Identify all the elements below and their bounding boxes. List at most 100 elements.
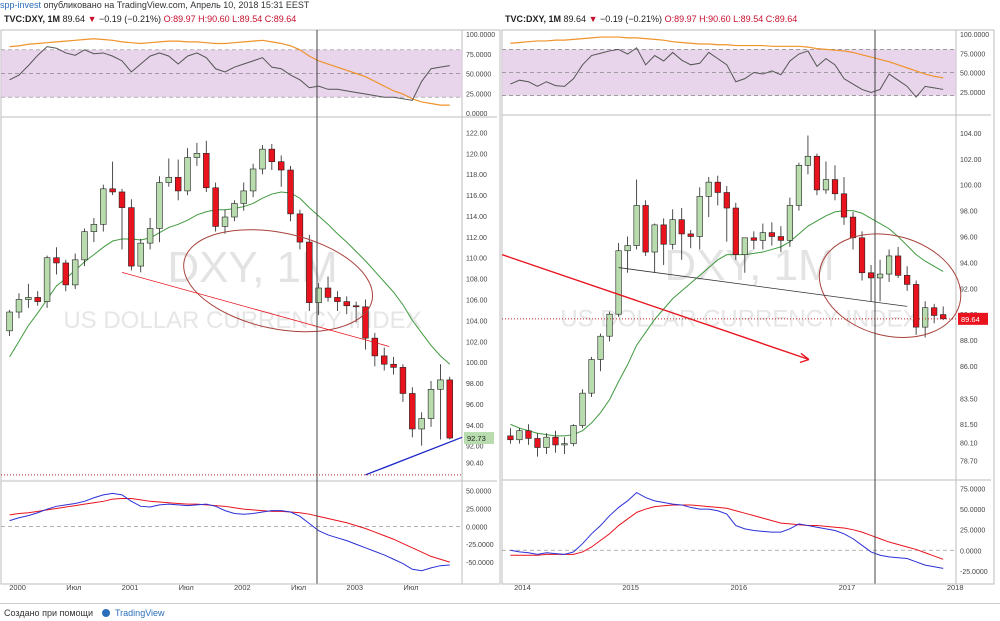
candle-body [362, 306, 369, 339]
candle-body [446, 379, 453, 439]
change-value: −0.19 (−0.21%) [99, 14, 162, 24]
candle-body [249, 168, 257, 192]
annotation-trendline [121, 271, 390, 347]
moving-average-line [510, 210, 944, 437]
header-bar: spp-invest опубликовано на TradingView.c… [0, 0, 1000, 12]
candle-body [90, 224, 98, 232]
candle-body [184, 157, 191, 192]
price-tick-label: 102.00 [466, 339, 488, 346]
candle-body [795, 165, 803, 206]
macd-tick-label: 75.0000 [960, 486, 985, 493]
candle-body [642, 205, 649, 253]
close-value: 89.64 [563, 14, 587, 24]
candle-body [62, 262, 70, 286]
macd-tick-label: 25.0000 [960, 528, 985, 535]
candle-body [418, 418, 425, 430]
last-price-badge [958, 312, 988, 325]
rsi-tick-label: 75.0000 [960, 51, 985, 58]
candle-body [81, 231, 88, 261]
candle-body [858, 237, 866, 274]
candle-body [516, 430, 523, 441]
ticker-label: TVC:DXY, 1M [505, 14, 562, 24]
annotation-ellipse [183, 229, 374, 333]
last-price-label: 89.64 [961, 315, 980, 324]
candle-body [427, 388, 435, 419]
macd-tick-label: 0.0000 [466, 524, 488, 531]
candle-body [786, 205, 794, 241]
rsi-tick-label: 100.0000 [960, 32, 989, 39]
arrow-head-icon [799, 352, 810, 364]
close-value: 89.64 [62, 14, 86, 24]
candle-body [633, 205, 640, 246]
candle-body [525, 430, 532, 439]
candle-body [390, 363, 397, 368]
candle-body [696, 196, 703, 237]
candle-body [867, 272, 875, 279]
candle-body [588, 359, 595, 394]
candle-body [904, 275, 911, 285]
candle-body [277, 161, 285, 171]
charts-canvas[interactable]: 100.0000 75.0000 50.0000 25.0000 0.0000 DXY, … [0, 26, 1000, 603]
left-chart-title: TVC:DXY, 1M 89.64 ▼ −0.19 (−0.21%) O:89.… [4, 14, 296, 24]
price-tick-label: 92.00 [466, 444, 484, 451]
price-tick-label: 90.40 [466, 460, 484, 467]
candle-body [678, 219, 685, 235]
candle-body [813, 155, 821, 191]
candle-body [651, 224, 658, 253]
price-tick-label: 88.00 [960, 338, 978, 345]
candle-body [315, 287, 322, 303]
macd-tick-label: -50.0000 [466, 560, 494, 567]
chart-panel-left: 100.000075.000050.000025.00000.0000DXY, … [0, 29, 501, 592]
candle-body [885, 255, 893, 275]
candle-body [71, 259, 79, 286]
down-triangle-icon: ▼ [588, 14, 598, 24]
time-tick-label: 2016 [730, 583, 747, 592]
rsi-tick-label: 25.0000 [960, 90, 985, 97]
candle-body [296, 213, 304, 243]
rsi-ma-line [510, 36, 944, 79]
candle-body [876, 273, 884, 279]
rsi-line [510, 47, 944, 98]
candle-body [931, 307, 938, 316]
time-tick-label: 2017 [839, 583, 856, 592]
candle-body [193, 153, 201, 158]
price-tick-label: 118.00 [466, 172, 487, 179]
rsi-tick-label: 50.0000 [466, 72, 491, 79]
candle-body [759, 232, 766, 241]
rsi-band [1, 49, 462, 98]
candle-body [259, 148, 266, 170]
footer: Создано при помощи TradingView [0, 603, 1000, 621]
high-value: H:90.60 [699, 14, 731, 24]
watermark-symbol: DXY, 1M [664, 241, 834, 290]
price-tick-label: 94.00 [960, 260, 978, 267]
candle-body [561, 443, 568, 446]
low-value: L:89.54 [232, 14, 263, 24]
candle-body [334, 297, 341, 302]
tradingview-link[interactable]: TradingView [115, 608, 165, 618]
candle-body [840, 193, 848, 218]
annotation-arrow [501, 253, 810, 361]
candle-body [895, 255, 902, 276]
candle-body [146, 228, 154, 244]
price-tick-label: 100.00 [466, 360, 488, 367]
open-value: O:89.97 [163, 14, 196, 24]
candle-body [940, 314, 947, 320]
candle-body [306, 241, 313, 303]
candle-body [156, 182, 163, 229]
annotation-neckline [618, 267, 908, 307]
last-price-label: 92.73 [467, 434, 486, 443]
rsi-tick-label: 100.0000 [466, 32, 495, 39]
time-tick-label: 2003 [346, 583, 363, 592]
candle-body [203, 153, 210, 189]
close-ohlc-value: C:89.64 [765, 14, 798, 24]
macd-tick-label: 50.0000 [960, 507, 985, 514]
price-tick-label: 108.00 [466, 277, 488, 284]
macd-signal-line [9, 497, 450, 563]
price-tick-label: 116.00 [466, 193, 487, 200]
candle-body [723, 192, 730, 209]
price-tick-label: 96.00 [960, 235, 978, 242]
author-link[interactable]: spp-invest [0, 0, 42, 10]
price-tick-label: 96.00 [466, 402, 484, 409]
candle-body [399, 367, 407, 394]
